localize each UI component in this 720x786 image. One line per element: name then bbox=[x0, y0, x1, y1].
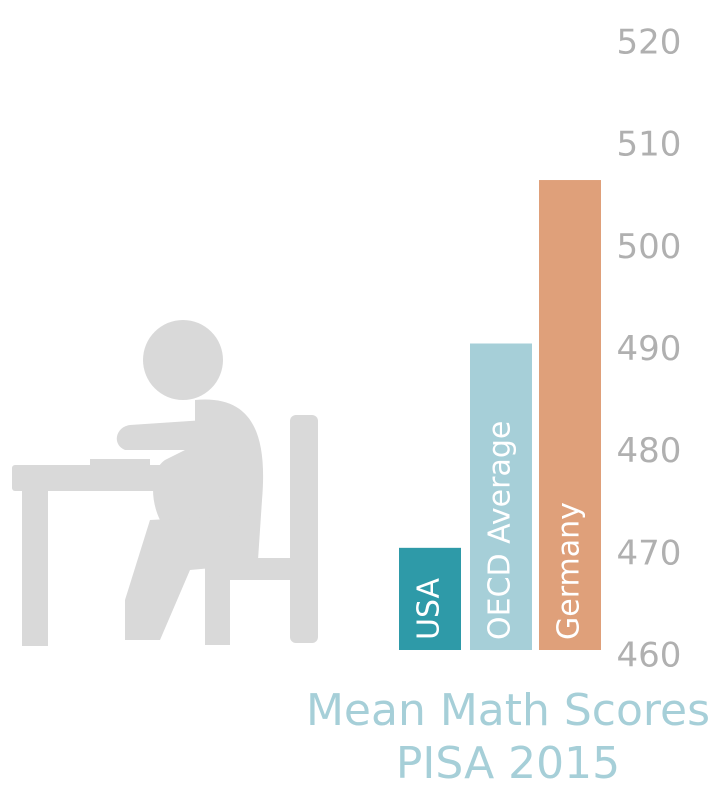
y-tick-label: 460 bbox=[617, 636, 682, 676]
bar-category-label: OECD Average bbox=[483, 421, 518, 640]
chart-title: Mean Math Scores bbox=[306, 685, 710, 736]
y-tick-label: 480 bbox=[617, 431, 682, 471]
chart-subtitle: PISA 2015 bbox=[396, 738, 620, 786]
chart: Mean Math Scores PISA 2015 460 470 480 490 5… bbox=[0, 0, 720, 786]
student-illustration bbox=[12, 320, 318, 646]
y-tick-label: 490 bbox=[617, 329, 682, 369]
y-tick-label: 520 bbox=[617, 23, 682, 63]
bar-category-label: USA bbox=[412, 577, 447, 640]
y-tick-label: 500 bbox=[617, 227, 682, 267]
bar-category-label: Germany bbox=[552, 502, 587, 640]
y-tick-label: 510 bbox=[617, 125, 682, 165]
y-tick-label: 470 bbox=[617, 533, 682, 573]
